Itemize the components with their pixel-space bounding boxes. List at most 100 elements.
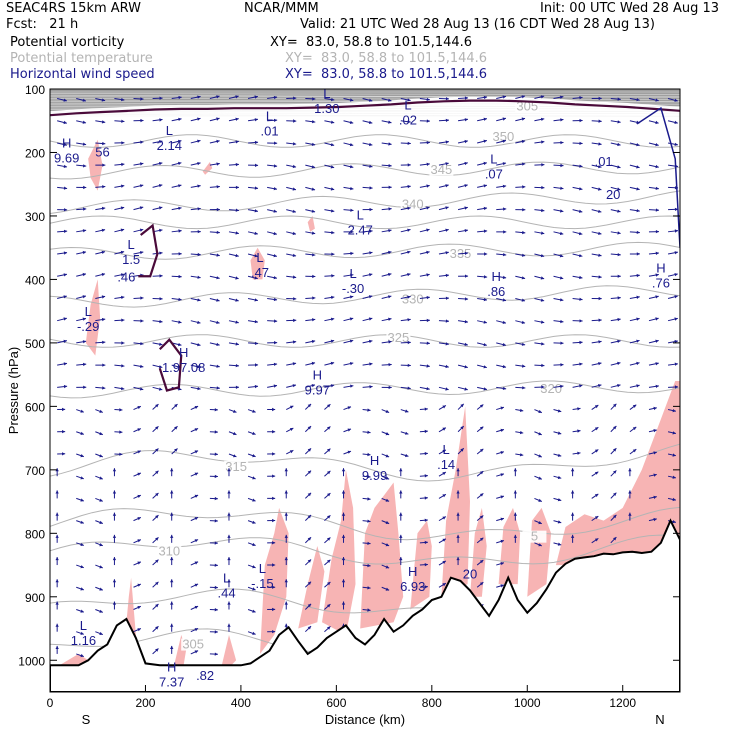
wind-arrowhead	[399, 468, 403, 472]
wind-arrowhead	[292, 275, 297, 279]
extremum-marker: L	[357, 207, 364, 222]
wind-arrowhead	[483, 139, 487, 143]
wind-arrowhead	[349, 98, 354, 102]
wind-arrowhead	[112, 512, 117, 516]
wind-arrowhead	[594, 405, 599, 409]
wind-arrowhead	[483, 95, 488, 100]
wind-arrowhead	[464, 365, 468, 369]
wind-arrowhead	[83, 164, 87, 168]
wind-arrowhead	[674, 98, 678, 102]
wind-arrowhead	[347, 406, 352, 410]
wind-arrowhead	[292, 340, 297, 344]
wind-arrowhead	[465, 274, 469, 278]
wind-arrowhead	[578, 209, 583, 213]
wind-arrowhead	[464, 251, 469, 255]
wind-arrowhead	[159, 161, 163, 166]
wind-arrowhead	[464, 229, 468, 233]
wind-arrowhead	[99, 609, 103, 613]
wind-arrowhead	[424, 585, 428, 589]
wind-arrowhead	[293, 96, 297, 100]
wind-arrowhead	[500, 539, 504, 543]
pv-contour-loop	[158, 338, 183, 392]
wind-arrowhead	[369, 251, 373, 255]
extremum-value: 2.14	[157, 138, 182, 153]
theta-contour-line	[50, 190, 680, 214]
wind-arrowhead	[82, 317, 87, 321]
wind-arrowhead	[541, 208, 545, 213]
wind-arrowhead	[655, 251, 659, 255]
wind-arrowhead	[617, 209, 621, 213]
extremum-value: 1.5	[122, 252, 140, 267]
wind-arrowhead	[407, 295, 411, 299]
wind-arrowhead	[254, 140, 259, 145]
wind-arrowhead	[503, 207, 507, 211]
extremum-value: 6.93	[400, 579, 425, 594]
wind-arrowhead	[407, 318, 411, 322]
wind-arrowhead	[178, 161, 182, 166]
wind-arrowhead	[367, 497, 371, 501]
wind-arrowhead	[388, 185, 392, 189]
wind-arrowhead	[227, 534, 231, 538]
wind-arrowhead	[307, 581, 312, 585]
wind-arrowhead	[426, 387, 430, 391]
wind-arrowhead	[252, 409, 256, 413]
wind-arrowhead	[272, 496, 276, 500]
wind-arrowhead	[426, 295, 430, 300]
wind-arrowhead	[311, 142, 316, 146]
wind-arrowhead	[119, 408, 123, 412]
wind-arrowhead	[330, 165, 335, 169]
wind-arrowhead	[307, 626, 312, 630]
wind-arrowhead	[502, 275, 507, 280]
extremum-value: -.29	[77, 319, 99, 334]
wind-arrowhead	[369, 273, 373, 277]
wind-arrowhead	[560, 298, 564, 302]
wind-arrowhead	[613, 492, 617, 496]
wind-arrowhead	[194, 628, 199, 632]
wind-arrowhead	[121, 162, 125, 167]
wind-arrowhead	[327, 470, 331, 475]
wind-arrowhead	[101, 317, 106, 322]
wind-arrowhead	[307, 559, 312, 563]
wind-arrowhead	[289, 428, 294, 431]
extremum-marker: H	[179, 345, 188, 360]
wind-arrowhead	[273, 297, 278, 302]
extremum-marker: L	[266, 108, 273, 123]
wind-arrowhead	[367, 430, 371, 434]
extremum-marker: L	[256, 250, 263, 265]
wind-arrowhead	[55, 557, 59, 561]
wind-arrowhead	[216, 276, 220, 280]
wind-arrowhead	[159, 228, 163, 233]
wind-arrowhead	[55, 534, 59, 538]
wind-arrowhead	[519, 408, 524, 412]
y-tick-label: 500	[25, 337, 45, 351]
wind-arrowhead	[538, 543, 542, 547]
wind-arrowhead	[82, 250, 87, 255]
wind-arrowhead	[272, 585, 276, 589]
wind-arrowhead	[483, 365, 487, 369]
wind-arrowhead	[560, 363, 564, 367]
wind-arrowhead	[672, 497, 676, 502]
wind-arrowhead	[327, 404, 331, 408]
wind-arrowhead	[560, 163, 564, 168]
wind-arrowhead	[636, 187, 640, 191]
wind-arrowhead	[216, 386, 220, 390]
wind-arrowhead	[540, 231, 545, 235]
wind-arrowhead	[560, 209, 564, 213]
wind-arrowhead	[445, 118, 449, 122]
wind-arrowhead	[327, 626, 331, 630]
wind-arrowhead	[155, 470, 159, 475]
wind-arrowhead	[194, 650, 199, 654]
wind-arrowhead	[385, 565, 390, 569]
wind-arrowhead	[502, 364, 507, 369]
extremum-marker: L	[323, 86, 330, 101]
wind-arrowhead	[367, 519, 371, 523]
wind-arrowhead	[284, 468, 288, 472]
theta-contour-label: 345	[431, 162, 453, 177]
wind-arrowhead	[80, 631, 84, 635]
theta-contour-label: 310	[158, 543, 180, 558]
wind-arrowhead	[653, 429, 657, 433]
wind-arrowhead	[121, 97, 125, 102]
wind-arrowhead	[140, 364, 144, 368]
wind-arrowhead	[197, 365, 201, 369]
wind-arrowhead	[538, 521, 542, 525]
